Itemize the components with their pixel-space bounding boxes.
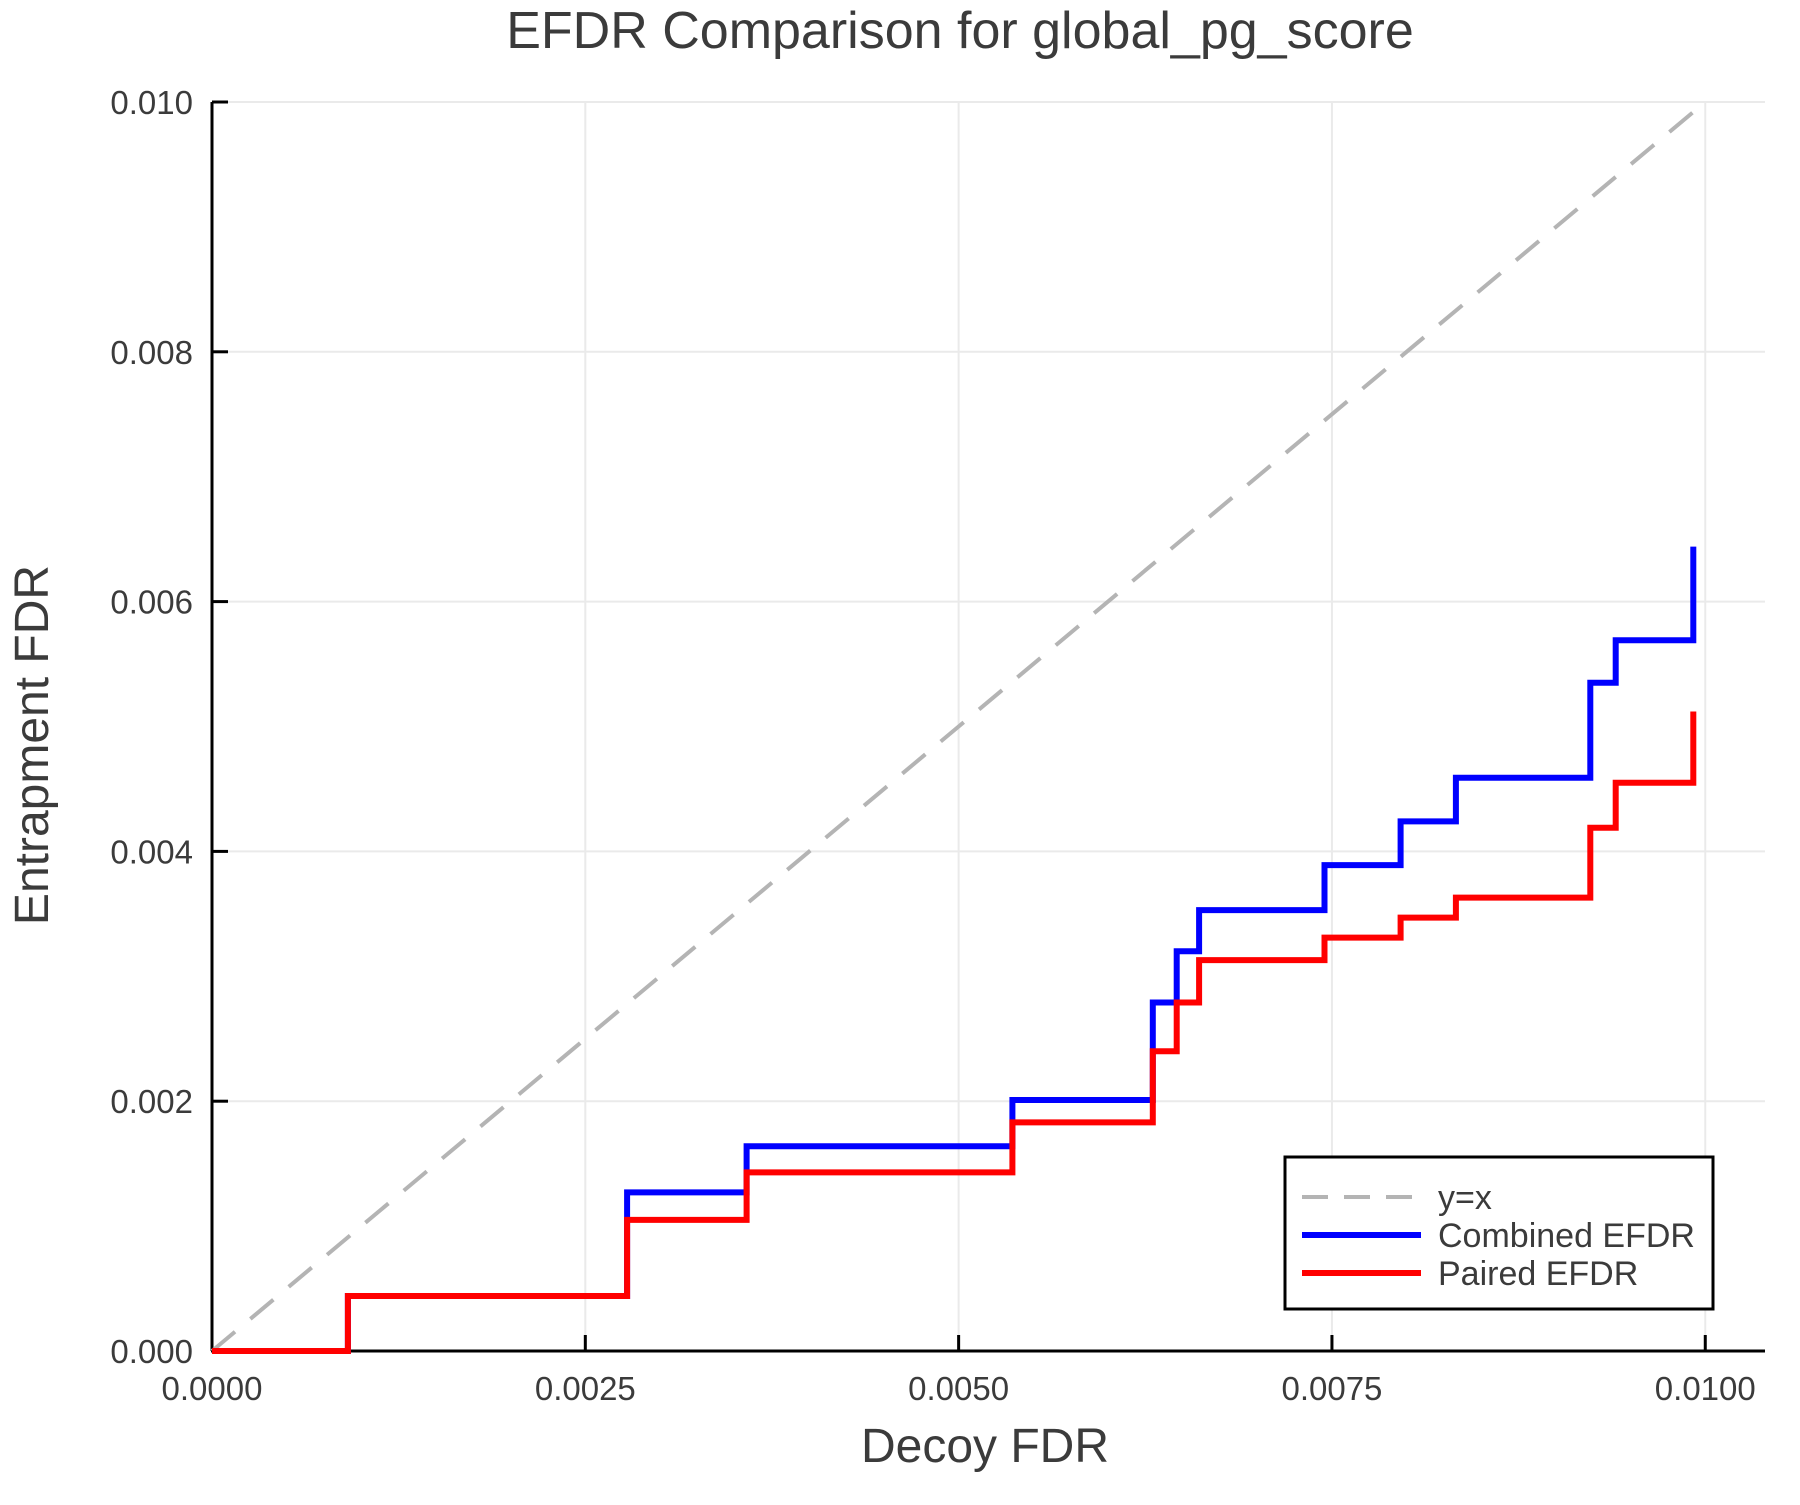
x-tick-label: 0.0000 (162, 1370, 263, 1407)
y-tick-label: 0.002 (110, 1083, 193, 1120)
legend-label: y=x (1438, 1179, 1492, 1217)
gridlines (212, 101, 1765, 1351)
x-tick-label: 0.0025 (535, 1370, 636, 1407)
axes: 0.0000 0.0025 0.0050 0.0075 0.0100 0.000 0.002… (110, 84, 1765, 1407)
y-tick-label: 0.010 (110, 84, 193, 121)
y-axis-label: Entrapment FDR (6, 565, 59, 925)
series-line-combined-efdr (212, 546, 1697, 1354)
x-tick-label: 0.0100 (1655, 1370, 1756, 1407)
y-tick-label: 0.000 (110, 1333, 193, 1370)
x-tick-label: 0.0075 (1281, 1370, 1382, 1407)
legend-label: Combined EFDR (1438, 1217, 1695, 1255)
y-tick-label: 0.004 (110, 833, 193, 870)
identity-reference-line (210, 100, 1707, 1353)
series-line-paired-efdr (212, 711, 1697, 1354)
series-lines (212, 546, 1697, 1354)
x-axis-label: Decoy FDR (861, 1420, 1109, 1473)
y-tick-label: 0.006 (110, 584, 193, 621)
legend-label: Paired EFDR (1438, 1255, 1638, 1293)
reference-line (210, 100, 1707, 1353)
chart-title: EFDR Comparison for global_pg_score (506, 2, 1414, 60)
x-tick-label: 0.0050 (908, 1370, 1009, 1407)
y-tick-label: 0.008 (110, 334, 193, 371)
